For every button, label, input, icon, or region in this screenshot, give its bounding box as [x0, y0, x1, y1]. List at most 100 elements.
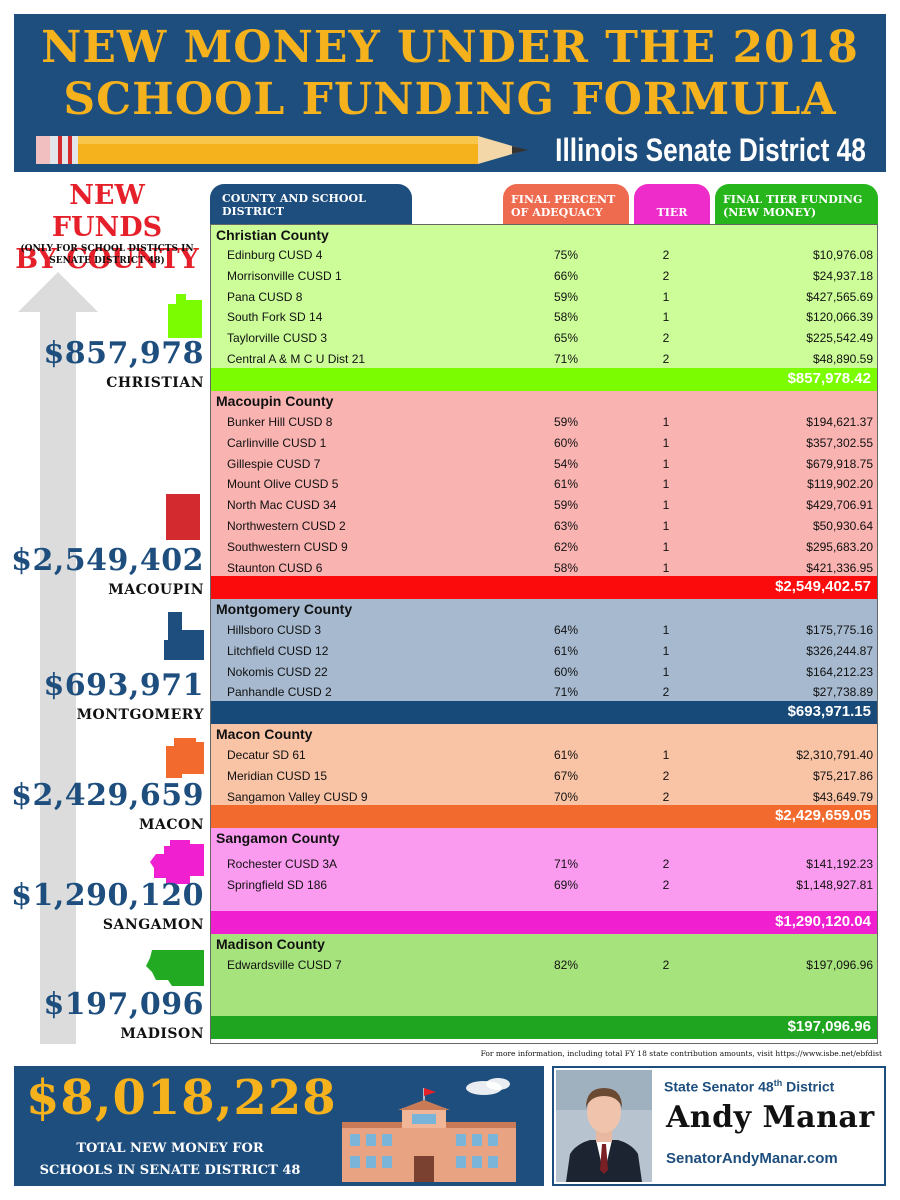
macon-county-shape: [166, 738, 204, 778]
tier-cell: 1: [662, 456, 670, 471]
percent-cell: 62%: [553, 539, 579, 554]
district-name: Pana CUSD 8: [227, 289, 303, 304]
county-section-title: Macoupin County: [216, 393, 334, 409]
district-name: Nokomis CUSD 22: [227, 664, 328, 679]
district-name: Taylorville CUSD 3: [227, 331, 328, 346]
funding-cell: $120,066.39: [806, 310, 873, 325]
funding-cell: $679,918.75: [806, 456, 873, 471]
percent-cell: 60%: [553, 664, 579, 679]
montgomery-name: MONTGOMERY: [76, 707, 204, 723]
funding-table: Christian County Edinburg CUSD 4 75% 2 $10,9…: [210, 224, 878, 1044]
up-arrow-icon: [18, 272, 98, 1044]
percent-cell: 67%: [553, 768, 579, 783]
table-row: Southwestern CUSD 9 62% 1 $295,683.20: [211, 537, 877, 557]
funding-cell: $27,738.89: [812, 685, 873, 700]
macoupin-name: MACOUPIN: [108, 582, 204, 598]
district-name: Edinburg CUSD 4: [227, 248, 323, 262]
header-percent-adequacy: FINAL PERCENT OF ADEQUACY: [503, 184, 629, 224]
table-row: Litchfield CUSD 12 61% 1 $326,244.87: [211, 641, 877, 661]
more-info-note: For more information, including total FY…: [480, 1049, 882, 1058]
county-section-title: Montgomery County: [216, 601, 353, 617]
tier-cell: 2: [662, 352, 670, 366]
district-name: Southwestern CUSD 9: [227, 539, 348, 554]
montgomery-county-shape-icon: [164, 612, 204, 660]
district-name: North Mac CUSD 34: [227, 498, 337, 513]
sangamon-name: SANGAMON: [102, 917, 204, 933]
tier-cell: 2: [662, 248, 670, 262]
district-name: Panhandle CUSD 2: [227, 685, 332, 700]
funding-cell: $429,706.91: [806, 498, 873, 513]
county-total-bar: $693,971.15: [211, 701, 877, 724]
percent-cell: 71%: [553, 352, 579, 366]
macon-amount: $2,429,659: [11, 778, 204, 813]
table-row: Edinburg CUSD 4 75% 2 $10,976.08: [211, 245, 877, 265]
pencil-icon: [36, 136, 528, 164]
table-row: Northwestern CUSD 2 63% 1 $50,930.64: [211, 516, 877, 536]
table-row: Pana CUSD 8 59% 1 $427,565.69: [211, 287, 877, 307]
christian-county-shape-icon: [168, 294, 202, 338]
tier-cell: 2: [662, 268, 670, 283]
percent-cell: 54%: [553, 456, 579, 471]
senator-name: Andy Manar: [666, 1100, 875, 1135]
percent-cell: 71%: [553, 685, 579, 700]
macoupin-amount: $2,549,402: [11, 543, 204, 578]
percent-cell: 75%: [553, 248, 579, 262]
county-total-bar: $857,978.42: [211, 368, 877, 391]
percent-cell: 59%: [553, 415, 579, 429]
county-total-amount: $2,549,402.57: [775, 578, 871, 595]
tier-cell: 1: [662, 748, 670, 762]
funding-cell: $164,212.23: [806, 664, 873, 679]
macoupin-county-shape: [166, 494, 200, 540]
senator-title: State Senator 48th District: [664, 1078, 834, 1095]
county-section-title: Macon County: [216, 726, 313, 742]
district-name: Springfield SD 186: [227, 877, 328, 892]
table-row: Panhandle CUSD 2 71% 2 $27,738.89: [211, 682, 877, 702]
subtitle: Illinois Senate District 48: [555, 132, 866, 168]
funding-cell: $10,976.08: [812, 248, 873, 262]
district-name: Litchfield CUSD 12: [227, 643, 329, 658]
county-section-title: Madison County: [216, 936, 325, 952]
funding-cell: $1,148,927.81: [796, 877, 873, 892]
table-row: North Mac CUSD 34 59% 1 $429,706.91: [211, 495, 877, 515]
tier-cell: 1: [662, 623, 670, 637]
grand-total-label-line-2: SCHOOLS IN SENATE DISTRICT 48: [39, 1163, 301, 1178]
percent-cell: 71%: [553, 857, 579, 871]
county-total-amount: $693,971.15: [787, 703, 871, 720]
district-name: Edwardsville CUSD 7: [227, 958, 342, 972]
county-total-bar: $2,549,402.57: [211, 576, 877, 599]
tier-cell: 2: [662, 768, 670, 783]
funding-cell: $197,096.96: [806, 958, 873, 972]
sidebar-title-line-2: BY COUNTY: [15, 244, 199, 275]
table-row: South Fork SD 14 58% 1 $120,066.39: [211, 307, 877, 327]
percent-cell: 70%: [553, 789, 579, 804]
percent-cell: 64%: [553, 623, 579, 637]
tier-cell: 2: [662, 789, 670, 804]
header-tier-funding: FINAL TIER FUNDING (NEW MONEY): [715, 184, 878, 224]
title-line-1: NEW MONEY UNDER THE 2018: [41, 22, 859, 73]
percent-cell: 60%: [553, 435, 579, 450]
montgomery-amount: $693,971: [43, 668, 204, 703]
county-total-bar: $2,429,659.05: [211, 805, 877, 828]
table-row: Staunton CUSD 6 58% 1 $421,336.95: [211, 558, 877, 578]
percent-cell: 61%: [553, 477, 579, 492]
district-name: Meridian CUSD 15: [227, 768, 328, 783]
tier-cell: 1: [662, 415, 670, 429]
madison-amount: $197,096: [43, 987, 204, 1022]
district-name: Gillespie CUSD 7: [227, 456, 321, 471]
sangamon-amount: $1,290,120: [11, 878, 204, 913]
christian-county-shape: [168, 294, 202, 338]
tier-cell: 2: [662, 331, 670, 346]
tier-cell: 1: [662, 289, 670, 304]
county-section-title: Christian County: [216, 227, 329, 243]
tier-cell: 2: [662, 857, 670, 871]
madison-name: MADISON: [120, 1026, 204, 1042]
senator-website: SenatorAndyManar.com: [666, 1150, 838, 1167]
grand-total-label: TOTAL NEW MONEY FOR SCHOOLS IN SENATE DI…: [20, 1138, 320, 1182]
header-banner: NEW MONEY UNDER THE 2018 SCHOOL FUNDING …: [14, 14, 886, 172]
tier-cell: 1: [662, 498, 670, 513]
county-total-amount: $2,429,659.05: [775, 807, 871, 824]
percent-cell: 59%: [553, 289, 579, 304]
table-row: Meridian CUSD 15 67% 2 $75,217.86: [211, 766, 877, 786]
funding-cell: $427,565.69: [806, 289, 873, 304]
sidebar-title-line-1: NEW FUNDS: [51, 180, 163, 243]
